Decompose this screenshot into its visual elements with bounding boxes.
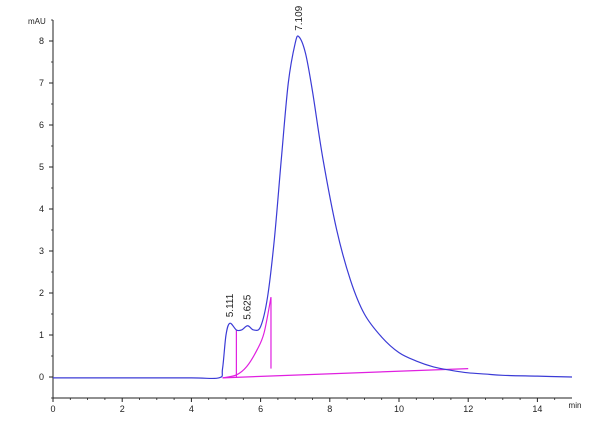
x-tick-label: 2	[120, 404, 125, 414]
peak-label: 7.109	[294, 5, 305, 30]
axes: mAU min	[28, 17, 581, 410]
integration-baseline	[222, 368, 469, 379]
y-ticks: 0 1 2 3 4 5 6 7 8	[39, 19, 53, 399]
y-tick-label: 6	[39, 120, 44, 130]
x-tick-label: 14	[532, 404, 542, 414]
x-tick-label: 8	[327, 404, 332, 414]
y-tick-label: 0	[39, 372, 44, 382]
x-ticks: 0 2 4 6 8 10 12 14	[50, 398, 556, 414]
y-tick-label: 5	[39, 162, 44, 172]
x-tick-label: 10	[394, 404, 404, 414]
y-tick-label: 3	[39, 246, 44, 256]
integration-skim-curve	[222, 297, 272, 379]
signal-line	[53, 35, 573, 380]
x-tick-label: 0	[50, 404, 55, 414]
x-tick-label: 6	[258, 404, 263, 414]
x-tick-label: 4	[189, 404, 194, 414]
y-tick-label: 4	[39, 204, 44, 214]
peak-label: 5.111	[225, 293, 236, 317]
peak-labels: 5.111 5.625 7.109	[225, 5, 305, 319]
y-tick-label: 1	[39, 330, 44, 340]
y-tick-label: 2	[39, 288, 44, 298]
peak-label: 5.625	[243, 294, 254, 319]
x-axis-unit-label: min	[569, 401, 582, 410]
x-tick-label: 12	[463, 404, 473, 414]
signal-series	[53, 35, 573, 380]
y-tick-label: 7	[39, 78, 44, 88]
integration-marks	[222, 297, 469, 379]
y-axis-unit-label: mAU	[28, 17, 46, 26]
y-tick-label: 8	[39, 36, 44, 46]
